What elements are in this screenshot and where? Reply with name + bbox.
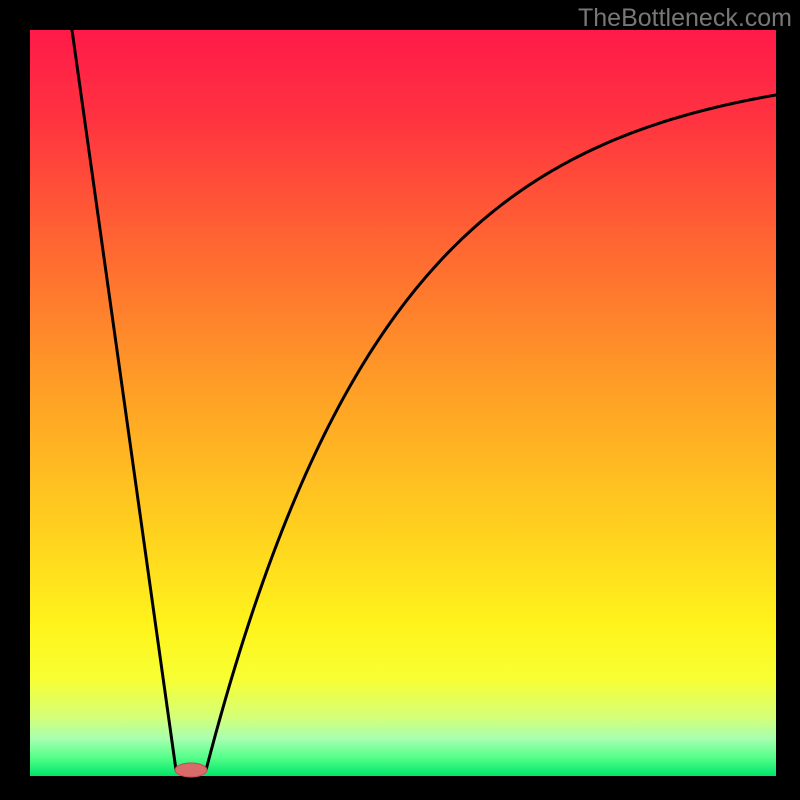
watermark-text: TheBottleneck.com	[578, 4, 792, 33]
chart-container: TheBottleneck.com	[0, 0, 800, 800]
minimum-marker	[175, 763, 207, 777]
chart-canvas	[0, 0, 800, 800]
gradient-background	[30, 30, 776, 776]
